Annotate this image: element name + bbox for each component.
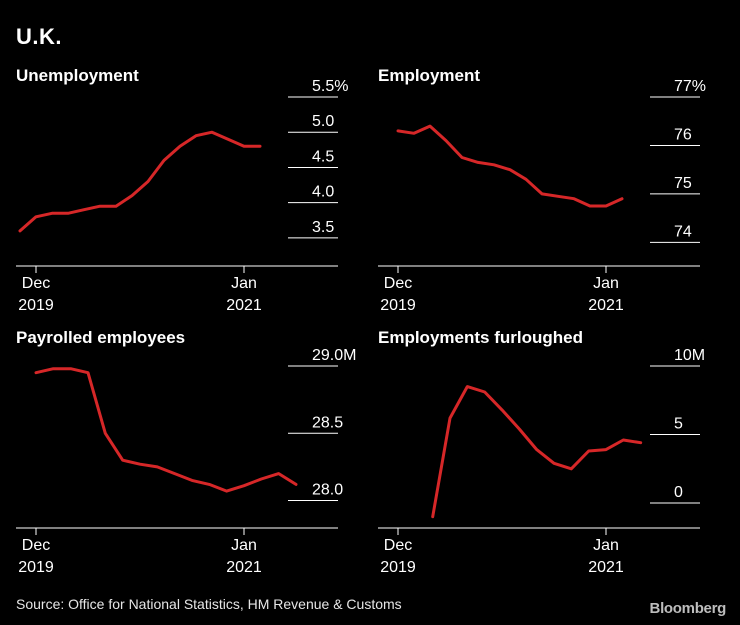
employment-chart: 77% 76 75 74 Dec 2019 Jan 2021 — [378, 78, 706, 314]
furloughed-title: Employments furloughed — [378, 328, 583, 347]
unemployment-panel: Unemployment 5.5% 5.0 4.5 4.0 3.5 Dec 2019 Jan 2… — [16, 66, 376, 326]
bloomberg-logo: Bloomberg — [649, 600, 727, 617]
payrolled-series-line — [34, 367, 298, 493]
payrolled-x-end-label: Jan — [231, 537, 257, 554]
furloughed-x-start-label: 2019 — [380, 559, 416, 576]
employment-y-tick-label: 75 — [674, 175, 692, 192]
unemployment-y-tick-label: 3.5 — [312, 219, 334, 236]
furloughed-series-line — [431, 385, 643, 519]
unemployment-y-tick-label: 5.0 — [312, 113, 334, 130]
payrolled-x-start-label: 2019 — [18, 559, 54, 576]
payrolled-x-start-label: Dec — [22, 537, 50, 554]
payrolled-panel: Payrolled employees 29.0M 28.5 28.0 Dec 2019… — [16, 328, 376, 588]
unemployment-x-start-label: 2019 — [18, 297, 54, 314]
unemployment-x-start-label: Dec — [22, 275, 50, 292]
furloughed-y-tick-label: 10M — [674, 347, 705, 364]
unemployment-y-tick-label: 4.0 — [312, 184, 334, 201]
payrolled-title: Payrolled employees — [16, 328, 186, 347]
payrolled-chart: 29.0M 28.5 28.0 Dec 2019 Jan 2021 — [16, 347, 356, 576]
source-note: Source: Office for National Statistics, … — [16, 596, 402, 612]
employment-series-line — [396, 124, 624, 208]
unemployment-y-tick-label: 5.5% — [312, 78, 348, 95]
employment-y-tick-label: 77% — [674, 78, 706, 95]
payrolled-y-tick-label: 28.0 — [312, 482, 343, 499]
employment-x-start-label: 2019 — [380, 297, 416, 314]
unemployment-chart: 5.5% 5.0 4.5 4.0 3.5 Dec 2019 Jan 2021 — [16, 78, 348, 314]
employment-y-tick-label: 74 — [674, 223, 692, 240]
employment-x-start-label: Dec — [384, 275, 412, 292]
page-title: U.K. — [16, 24, 62, 49]
furloughed-x-end-label: Jan — [593, 537, 619, 554]
furloughed-chart: 10M 5 0 Dec 2019 Jan 2021 — [378, 347, 705, 576]
employment-y-tick-label: 76 — [674, 126, 692, 143]
furloughed-y-tick-label: 5 — [674, 416, 683, 433]
payrolled-y-tick-label: 29.0M — [312, 347, 356, 364]
unemployment-y-tick-label: 4.5 — [312, 148, 334, 165]
payrolled-y-tick-label: 28.5 — [312, 414, 343, 431]
unemployment-x-end-label: Jan — [231, 275, 257, 292]
furloughed-x-end-label: 2021 — [588, 559, 624, 576]
employment-x-end-label: Jan — [593, 275, 619, 292]
unemployment-title: Unemployment — [16, 66, 139, 85]
furloughed-x-start-label: Dec — [384, 537, 412, 554]
employment-title: Employment — [378, 66, 481, 85]
employment-panel: Employment 77% 76 75 74 Dec 2019 Jan 2021 — [378, 66, 738, 326]
payrolled-x-end-label: 2021 — [226, 559, 262, 576]
unemployment-series-line — [18, 130, 262, 233]
furloughed-y-tick-label: 0 — [674, 484, 683, 501]
unemployment-x-end-label: 2021 — [226, 297, 262, 314]
employment-x-end-label: 2021 — [588, 297, 624, 314]
furloughed-panel: Employments furloughed 10M 5 0 Dec 2019 Jan 20… — [378, 328, 738, 588]
